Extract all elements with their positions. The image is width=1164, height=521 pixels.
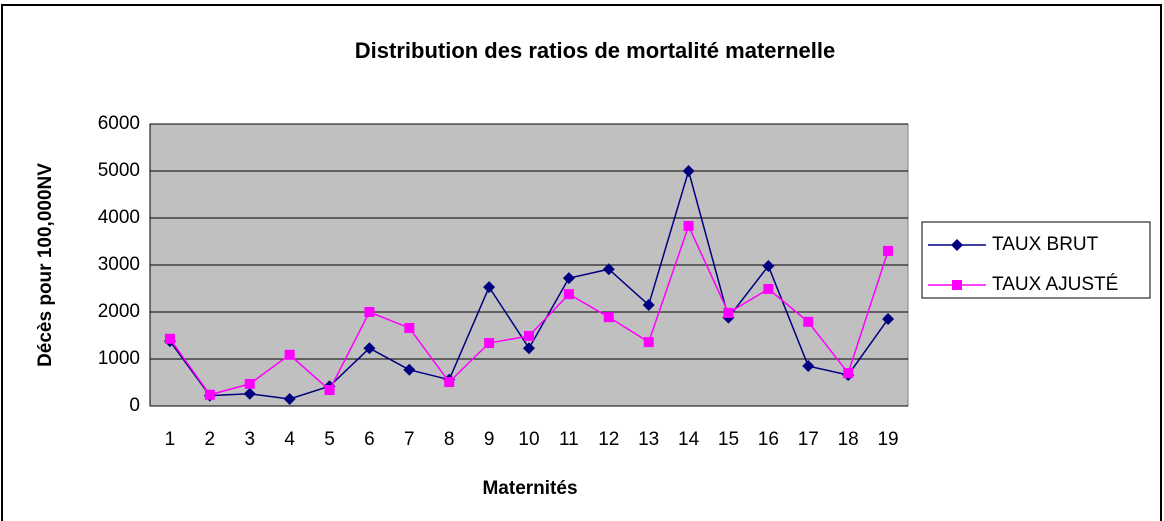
x-tick-label: 4: [284, 429, 295, 450]
chart-title: Distribution des ratios de mortalité mat…: [355, 38, 835, 63]
data-point: [803, 316, 814, 327]
legend-label: TAUX AJUSTÉ: [992, 274, 1118, 295]
x-tick-label: 15: [718, 429, 739, 450]
data-point: [883, 245, 894, 256]
y-tick-label: 3000: [98, 254, 140, 275]
data-point: [603, 312, 614, 323]
data-point: [364, 307, 375, 317]
x-tick-label: 10: [518, 429, 539, 450]
data-point: [723, 307, 734, 318]
x-tick-label: 8: [444, 429, 455, 450]
data-point: [444, 377, 455, 388]
legend-label: TAUX BRUT: [992, 234, 1099, 255]
data-point: [643, 337, 654, 348]
legend-marker: [951, 239, 963, 251]
x-tick-label: 18: [838, 429, 859, 450]
x-tick-label: 2: [205, 429, 216, 450]
data-point: [404, 322, 415, 333]
x-tick-label: 17: [798, 429, 819, 450]
data-point: [243, 387, 256, 400]
y-tick-label: 4000: [98, 207, 140, 228]
x-tick-label: 6: [364, 429, 375, 450]
data-point: [204, 389, 215, 400]
y-tick-label: 0: [129, 395, 140, 416]
data-point: [642, 298, 655, 311]
data-point: [563, 289, 574, 300]
data-point: [324, 385, 335, 396]
data-point: [843, 368, 854, 379]
y-tick-label: 2000: [98, 301, 140, 322]
x-tick-label: 7: [404, 429, 415, 450]
data-point: [523, 342, 535, 355]
y-tick-label: 5000: [98, 160, 140, 181]
data-point: [882, 313, 895, 326]
data-point: [244, 378, 255, 389]
y-axis-title: Décès pour 100,000NV: [35, 163, 56, 367]
x-tick-label: 13: [638, 429, 659, 450]
data-point: [483, 281, 496, 294]
data-point: [602, 263, 615, 276]
data-point: [762, 259, 775, 272]
data-point: [283, 392, 296, 405]
data-point: [484, 338, 495, 349]
data-point: [524, 330, 534, 341]
x-axis-title: Maternités: [482, 478, 577, 499]
x-tick-label: 9: [484, 429, 495, 450]
y-tick-label: 6000: [98, 113, 140, 134]
x-tick-label: 11: [559, 429, 579, 450]
data-point: [683, 220, 694, 231]
data-point: [363, 342, 376, 355]
x-tick-label: 19: [877, 429, 898, 450]
x-tick-label: 1: [165, 429, 176, 450]
x-tick-label: 12: [598, 429, 619, 450]
x-tick-label: 16: [758, 429, 779, 450]
data-point: [763, 283, 774, 294]
x-tick-label: 3: [244, 429, 255, 450]
x-tick-label: 14: [678, 429, 700, 450]
data-point: [164, 333, 175, 344]
y-tick-label: 1000: [98, 348, 140, 369]
legend-marker: [952, 280, 962, 290]
data-point: [403, 363, 416, 376]
data-point: [562, 272, 575, 285]
data-point: [284, 349, 295, 360]
data-point: [682, 165, 695, 177]
data-point: [802, 360, 815, 373]
x-tick-label: 5: [324, 429, 335, 450]
